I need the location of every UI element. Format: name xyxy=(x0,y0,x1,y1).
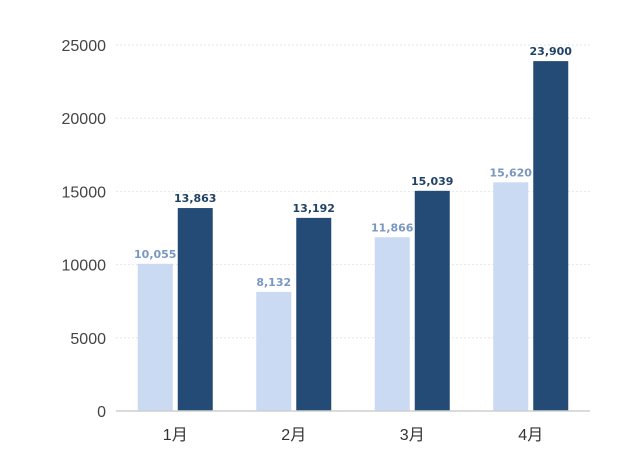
bar-light-3 xyxy=(374,237,410,411)
y-tick-label: 25000 xyxy=(62,38,107,55)
data-labels: 10,055 13,863 8,132 13,192 11,866 15,039 15,62… xyxy=(134,45,572,289)
data-label: 23,900 xyxy=(530,45,573,58)
y-tick-label: 0 xyxy=(97,404,106,421)
bars xyxy=(137,61,569,411)
data-label: 10,055 xyxy=(134,248,176,261)
data-label: 13,863 xyxy=(174,192,216,205)
y-tick-label: 15000 xyxy=(62,184,107,201)
bar-dark-2 xyxy=(296,217,332,411)
bar-light-2 xyxy=(256,291,292,411)
bar-dark-4 xyxy=(533,61,569,411)
data-label: 15,620 xyxy=(490,166,533,179)
bar-light-1 xyxy=(137,263,173,411)
x-tick-label: 4月 xyxy=(518,427,543,444)
x-tick-label: 1月 xyxy=(163,427,188,444)
bar-light-4 xyxy=(493,182,529,411)
bar-dark-3 xyxy=(414,190,450,411)
y-tick-label: 5000 xyxy=(70,331,106,348)
x-tick-label: 3月 xyxy=(400,427,425,444)
bar-dark-1 xyxy=(177,208,213,411)
data-label: 13,192 xyxy=(293,202,335,215)
x-tick-label: 2月 xyxy=(281,427,306,444)
y-tick-label: 10000 xyxy=(62,258,107,275)
grid-lines xyxy=(116,44,590,339)
data-label: 8,132 xyxy=(256,276,291,289)
data-label: 11,866 xyxy=(371,221,414,234)
y-tick-label: 20000 xyxy=(62,111,107,128)
x-axis-ticks: 1月 2月 3月 4月 xyxy=(163,427,543,444)
data-label: 15,039 xyxy=(411,175,453,188)
y-axis-ticks: 0 5000 10000 15000 20000 25000 xyxy=(62,38,107,421)
